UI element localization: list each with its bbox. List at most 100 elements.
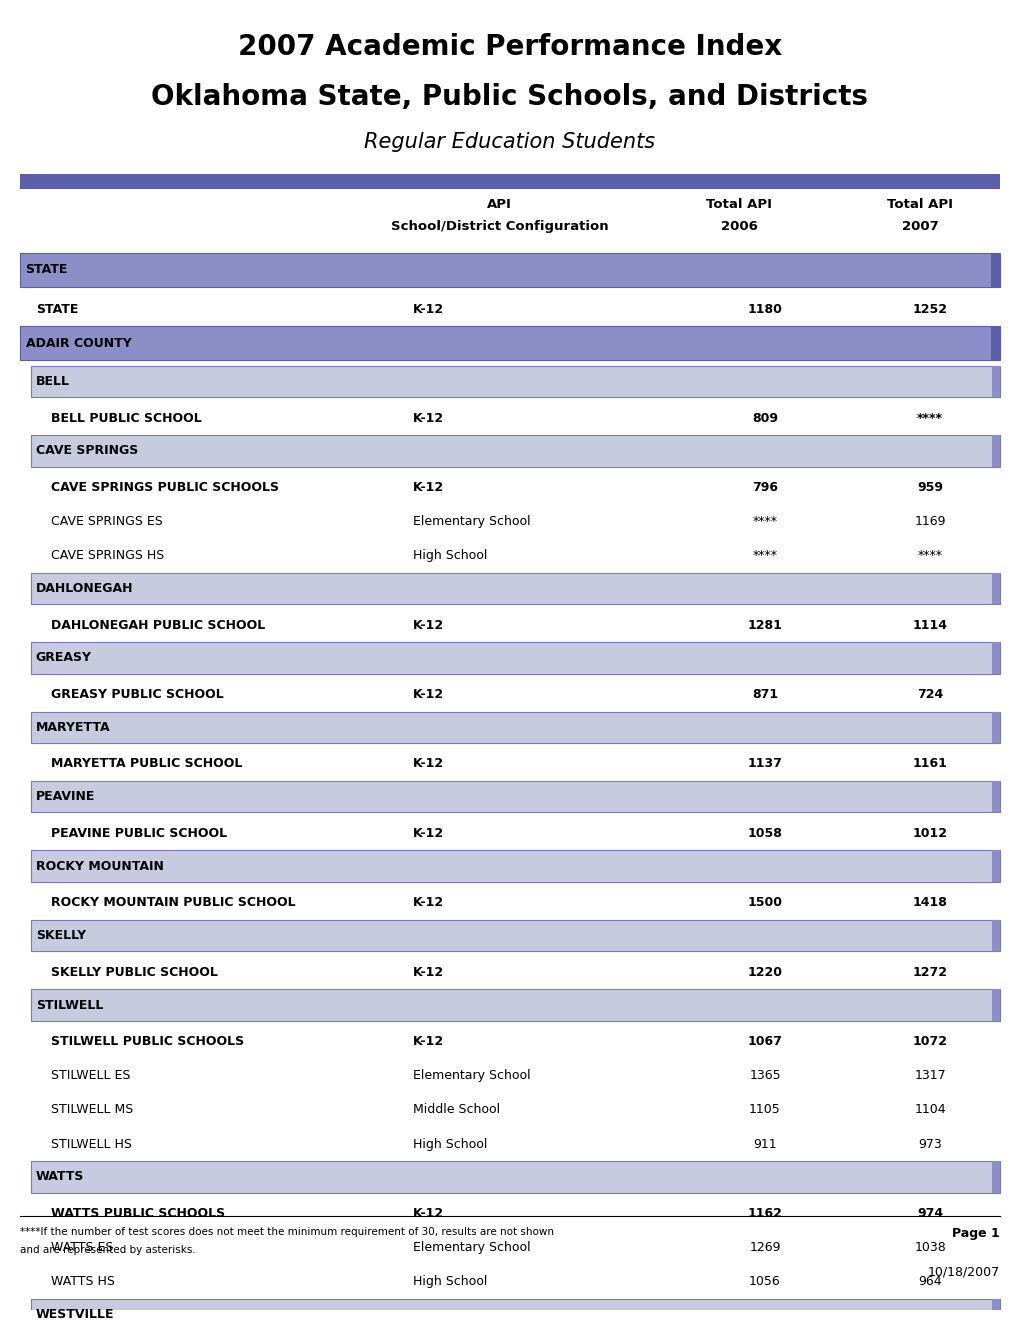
FancyBboxPatch shape: [991, 642, 999, 673]
Text: Middle School: Middle School: [413, 1104, 499, 1117]
Text: Page 1: Page 1: [951, 1226, 999, 1239]
FancyBboxPatch shape: [991, 1299, 999, 1320]
Text: API: API: [487, 198, 512, 211]
Text: Total API: Total API: [706, 198, 771, 211]
Text: 1272: 1272: [912, 966, 947, 979]
Text: K-12: K-12: [413, 480, 444, 494]
Text: ****: ****: [752, 549, 776, 562]
Text: WATTS PUBLIC SCHOOLS: WATTS PUBLIC SCHOOLS: [51, 1206, 225, 1220]
Text: Oklahoma State, Public Schools, and Districts: Oklahoma State, Public Schools, and Dist…: [152, 83, 867, 111]
Text: STATE: STATE: [25, 264, 68, 276]
Text: 1056: 1056: [748, 1275, 781, 1288]
FancyBboxPatch shape: [31, 1162, 999, 1192]
Text: PEAVINE: PEAVINE: [36, 791, 95, 804]
Text: WATTS HS: WATTS HS: [51, 1275, 115, 1288]
Text: 10/18/2007: 10/18/2007: [926, 1266, 999, 1279]
Text: 1220: 1220: [747, 966, 782, 979]
Text: K-12: K-12: [413, 1035, 444, 1048]
FancyBboxPatch shape: [31, 920, 999, 952]
Text: Elementary School: Elementary School: [413, 1241, 530, 1254]
Text: K-12: K-12: [413, 758, 444, 771]
FancyBboxPatch shape: [991, 366, 999, 397]
Text: 974: 974: [916, 1206, 943, 1220]
Text: 911: 911: [752, 1138, 776, 1151]
Text: ROCKY MOUNTAIN PUBLIC SCHOOL: ROCKY MOUNTAIN PUBLIC SCHOOL: [51, 896, 296, 909]
Text: K-12: K-12: [413, 412, 444, 425]
Text: 1162: 1162: [747, 1206, 782, 1220]
Text: 1281: 1281: [747, 619, 782, 631]
Text: CAVE SPRINGS HS: CAVE SPRINGS HS: [51, 549, 164, 562]
FancyBboxPatch shape: [991, 711, 999, 743]
Text: ROCKY MOUNTAIN: ROCKY MOUNTAIN: [36, 859, 163, 873]
FancyBboxPatch shape: [991, 436, 999, 466]
FancyBboxPatch shape: [31, 1299, 999, 1320]
Text: 1317: 1317: [913, 1069, 946, 1082]
Text: 973: 973: [917, 1138, 942, 1151]
Text: 959: 959: [916, 480, 943, 494]
Text: 1137: 1137: [747, 758, 782, 771]
Text: ****: ****: [916, 412, 943, 425]
FancyBboxPatch shape: [31, 642, 999, 673]
Text: 964: 964: [917, 1275, 942, 1288]
FancyBboxPatch shape: [990, 253, 999, 286]
Text: 796: 796: [751, 480, 777, 494]
FancyBboxPatch shape: [31, 711, 999, 743]
Text: BELL PUBLIC SCHOOL: BELL PUBLIC SCHOOL: [51, 412, 202, 425]
FancyBboxPatch shape: [991, 850, 999, 882]
Text: Elementary School: Elementary School: [413, 515, 530, 528]
Text: K-12: K-12: [413, 966, 444, 979]
FancyBboxPatch shape: [31, 850, 999, 882]
FancyBboxPatch shape: [991, 990, 999, 1020]
Text: 1038: 1038: [913, 1241, 946, 1254]
Text: MARYETTA PUBLIC SCHOOL: MARYETTA PUBLIC SCHOOL: [51, 758, 243, 771]
Text: SKELLY: SKELLY: [36, 929, 86, 942]
Text: 1161: 1161: [912, 758, 947, 771]
Text: 2007: 2007: [901, 220, 937, 234]
Text: High School: High School: [413, 549, 487, 562]
Text: STILWELL: STILWELL: [36, 999, 103, 1011]
Text: STILWELL MS: STILWELL MS: [51, 1104, 133, 1117]
Text: ****: ****: [917, 549, 942, 562]
Text: 1072: 1072: [912, 1035, 947, 1048]
FancyBboxPatch shape: [991, 573, 999, 605]
Text: Regular Education Students: Regular Education Students: [364, 132, 655, 152]
Text: STILWELL ES: STILWELL ES: [51, 1069, 130, 1082]
Text: 1104: 1104: [913, 1104, 946, 1117]
Text: 1058: 1058: [747, 826, 782, 840]
Text: High School: High School: [413, 1138, 487, 1151]
Text: 1418: 1418: [912, 896, 947, 909]
Text: GREASY: GREASY: [36, 651, 92, 664]
Text: STILWELL PUBLIC SCHOOLS: STILWELL PUBLIC SCHOOLS: [51, 1035, 244, 1048]
Text: High School: High School: [413, 1275, 487, 1288]
FancyBboxPatch shape: [31, 436, 999, 466]
Text: STATE: STATE: [36, 302, 78, 315]
Text: Total API: Total API: [887, 198, 952, 211]
FancyBboxPatch shape: [20, 326, 999, 360]
Text: 1067: 1067: [747, 1035, 782, 1048]
FancyBboxPatch shape: [991, 781, 999, 813]
Text: WESTVILLE: WESTVILLE: [36, 1308, 114, 1320]
Text: 1114: 1114: [912, 619, 947, 631]
FancyBboxPatch shape: [991, 1162, 999, 1192]
FancyBboxPatch shape: [20, 174, 999, 189]
FancyBboxPatch shape: [20, 253, 999, 286]
FancyBboxPatch shape: [31, 573, 999, 605]
Text: 1500: 1500: [747, 896, 782, 909]
Text: SKELLY PUBLIC SCHOOL: SKELLY PUBLIC SCHOOL: [51, 966, 218, 979]
FancyBboxPatch shape: [31, 366, 999, 397]
Text: ADAIR COUNTY: ADAIR COUNTY: [25, 337, 131, 350]
Text: ****: ****: [752, 515, 776, 528]
Text: STILWELL HS: STILWELL HS: [51, 1138, 131, 1151]
Text: BELL: BELL: [36, 375, 69, 388]
Text: K-12: K-12: [413, 302, 444, 315]
Text: CAVE SPRINGS: CAVE SPRINGS: [36, 445, 138, 457]
Text: K-12: K-12: [413, 826, 444, 840]
Text: School/District Configuration: School/District Configuration: [390, 220, 608, 234]
Text: K-12: K-12: [413, 619, 444, 631]
Text: 1365: 1365: [748, 1069, 781, 1082]
Text: 871: 871: [751, 688, 777, 701]
Text: DAHLONEGAH PUBLIC SCHOOL: DAHLONEGAH PUBLIC SCHOOL: [51, 619, 265, 631]
Text: and are represented by asterisks.: and are represented by asterisks.: [20, 1245, 196, 1255]
Text: Elementary School: Elementary School: [413, 1069, 530, 1082]
Text: 2006: 2006: [720, 220, 757, 234]
